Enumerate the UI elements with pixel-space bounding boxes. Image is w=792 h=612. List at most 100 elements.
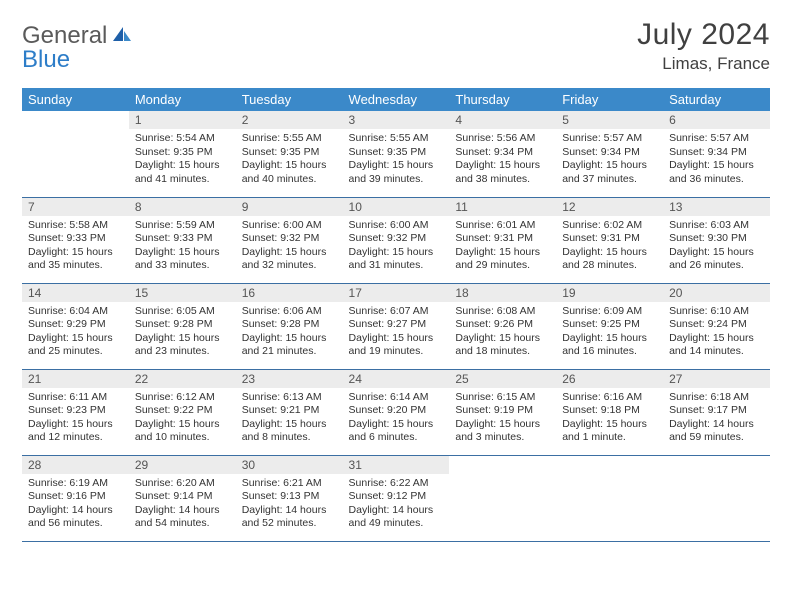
daylight-text: Daylight: 14 hours and 59 minutes. <box>669 418 764 445</box>
sunset-text: Sunset: 9:35 PM <box>349 146 444 160</box>
sunrise-text: Sunrise: 6:16 AM <box>562 391 657 405</box>
day-number: 29 <box>129 456 236 474</box>
calendar-cell: 2Sunrise: 5:55 AMSunset: 9:35 PMDaylight… <box>236 111 343 197</box>
sunset-text: Sunset: 9:28 PM <box>135 318 230 332</box>
day-number: 21 <box>22 370 129 388</box>
daylight-text: Daylight: 15 hours and 12 minutes. <box>28 418 123 445</box>
day-number: 8 <box>129 198 236 216</box>
calendar-head: SundayMondayTuesdayWednesdayThursdayFrid… <box>22 88 770 111</box>
weekday-header: Friday <box>556 88 663 111</box>
sunset-text: Sunset: 9:31 PM <box>562 232 657 246</box>
weekday-header: Sunday <box>22 88 129 111</box>
daylight-text: Daylight: 15 hours and 1 minute. <box>562 418 657 445</box>
day-data: Sunrise: 6:00 AMSunset: 9:32 PMDaylight:… <box>343 216 450 278</box>
day-number: 18 <box>449 284 556 302</box>
day-number: 5 <box>556 111 663 129</box>
daylight-text: Daylight: 15 hours and 19 minutes. <box>349 332 444 359</box>
sunset-text: Sunset: 9:34 PM <box>562 146 657 160</box>
day-data: Sunrise: 6:19 AMSunset: 9:16 PMDaylight:… <box>22 474 129 536</box>
calendar-cell: 16Sunrise: 6:06 AMSunset: 9:28 PMDayligh… <box>236 283 343 369</box>
sunset-text: Sunset: 9:34 PM <box>669 146 764 160</box>
sunset-text: Sunset: 9:32 PM <box>349 232 444 246</box>
day-number: 4 <box>449 111 556 129</box>
day-number: 28 <box>22 456 129 474</box>
day-data: Sunrise: 5:57 AMSunset: 9:34 PMDaylight:… <box>556 129 663 191</box>
day-number: 26 <box>556 370 663 388</box>
calendar-cell: 7Sunrise: 5:58 AMSunset: 9:33 PMDaylight… <box>22 197 129 283</box>
sunset-text: Sunset: 9:35 PM <box>135 146 230 160</box>
calendar-cell: 21Sunrise: 6:11 AMSunset: 9:23 PMDayligh… <box>22 369 129 455</box>
sunrise-text: Sunrise: 6:03 AM <box>669 219 764 233</box>
daylight-text: Daylight: 15 hours and 32 minutes. <box>242 246 337 273</box>
sunset-text: Sunset: 9:27 PM <box>349 318 444 332</box>
sunrise-text: Sunrise: 6:13 AM <box>242 391 337 405</box>
sunrise-text: Sunrise: 5:55 AM <box>242 132 337 146</box>
calendar-cell: 13Sunrise: 6:03 AMSunset: 9:30 PMDayligh… <box>663 197 770 283</box>
month-title: July 2024 <box>637 18 770 52</box>
sunrise-text: Sunrise: 6:00 AM <box>242 219 337 233</box>
day-data: Sunrise: 6:15 AMSunset: 9:19 PMDaylight:… <box>449 388 556 450</box>
sunrise-text: Sunrise: 6:12 AM <box>135 391 230 405</box>
sunset-text: Sunset: 9:22 PM <box>135 404 230 418</box>
calendar-row: 21Sunrise: 6:11 AMSunset: 9:23 PMDayligh… <box>22 369 770 455</box>
daylight-text: Daylight: 15 hours and 14 minutes. <box>669 332 764 359</box>
daylight-text: Daylight: 14 hours and 52 minutes. <box>242 504 337 531</box>
day-number: 24 <box>343 370 450 388</box>
sunset-text: Sunset: 9:33 PM <box>135 232 230 246</box>
calendar-cell: 10Sunrise: 6:00 AMSunset: 9:32 PMDayligh… <box>343 197 450 283</box>
day-data: Sunrise: 6:00 AMSunset: 9:32 PMDaylight:… <box>236 216 343 278</box>
daylight-text: Daylight: 15 hours and 21 minutes. <box>242 332 337 359</box>
calendar-cell: 31Sunrise: 6:22 AMSunset: 9:12 PMDayligh… <box>343 455 450 541</box>
sunrise-text: Sunrise: 5:56 AM <box>455 132 550 146</box>
day-data: Sunrise: 6:10 AMSunset: 9:24 PMDaylight:… <box>663 302 770 364</box>
calendar-row: 14Sunrise: 6:04 AMSunset: 9:29 PMDayligh… <box>22 283 770 369</box>
calendar-cell: 29Sunrise: 6:20 AMSunset: 9:14 PMDayligh… <box>129 455 236 541</box>
day-data: Sunrise: 6:05 AMSunset: 9:28 PMDaylight:… <box>129 302 236 364</box>
calendar-row: 7Sunrise: 5:58 AMSunset: 9:33 PMDaylight… <box>22 197 770 283</box>
day-number: 22 <box>129 370 236 388</box>
day-number: 12 <box>556 198 663 216</box>
calendar-cell: 23Sunrise: 6:13 AMSunset: 9:21 PMDayligh… <box>236 369 343 455</box>
sunrise-text: Sunrise: 6:22 AM <box>349 477 444 491</box>
sunset-text: Sunset: 9:35 PM <box>242 146 337 160</box>
calendar-cell: 12Sunrise: 6:02 AMSunset: 9:31 PMDayligh… <box>556 197 663 283</box>
sunset-text: Sunset: 9:32 PM <box>242 232 337 246</box>
daylight-text: Daylight: 15 hours and 31 minutes. <box>349 246 444 273</box>
daylight-text: Daylight: 14 hours and 54 minutes. <box>135 504 230 531</box>
calendar-body: 1Sunrise: 5:54 AMSunset: 9:35 PMDaylight… <box>22 111 770 541</box>
daylight-text: Daylight: 15 hours and 28 minutes. <box>562 246 657 273</box>
sunset-text: Sunset: 9:33 PM <box>28 232 123 246</box>
day-number: 9 <box>236 198 343 216</box>
day-number: 30 <box>236 456 343 474</box>
logo-word2: Blue <box>22 46 70 73</box>
daylight-text: Daylight: 15 hours and 6 minutes. <box>349 418 444 445</box>
sunset-text: Sunset: 9:14 PM <box>135 490 230 504</box>
sunset-text: Sunset: 9:17 PM <box>669 404 764 418</box>
sunrise-text: Sunrise: 6:18 AM <box>669 391 764 405</box>
day-number: 25 <box>449 370 556 388</box>
daylight-text: Daylight: 15 hours and 25 minutes. <box>28 332 123 359</box>
sunset-text: Sunset: 9:24 PM <box>669 318 764 332</box>
calendar-cell: 15Sunrise: 6:05 AMSunset: 9:28 PMDayligh… <box>129 283 236 369</box>
calendar-cell: 3Sunrise: 5:55 AMSunset: 9:35 PMDaylight… <box>343 111 450 197</box>
calendar-table: SundayMondayTuesdayWednesdayThursdayFrid… <box>22 88 770 542</box>
day-data: Sunrise: 6:21 AMSunset: 9:13 PMDaylight:… <box>236 474 343 536</box>
day-data: Sunrise: 6:20 AMSunset: 9:14 PMDaylight:… <box>129 474 236 536</box>
sunrise-text: Sunrise: 6:19 AM <box>28 477 123 491</box>
day-data: Sunrise: 6:09 AMSunset: 9:25 PMDaylight:… <box>556 302 663 364</box>
title-block: July 2024 Limas, France <box>637 18 770 74</box>
day-number: 23 <box>236 370 343 388</box>
weekday-header: Thursday <box>449 88 556 111</box>
sunrise-text: Sunrise: 6:01 AM <box>455 219 550 233</box>
day-number: 1 <box>129 111 236 129</box>
sunrise-text: Sunrise: 6:07 AM <box>349 305 444 319</box>
day-number: 7 <box>22 198 129 216</box>
day-data: Sunrise: 6:13 AMSunset: 9:21 PMDaylight:… <box>236 388 343 450</box>
sunset-text: Sunset: 9:16 PM <box>28 490 123 504</box>
day-number: 2 <box>236 111 343 129</box>
sunrise-text: Sunrise: 6:02 AM <box>562 219 657 233</box>
logo-text: General Blue <box>22 24 133 72</box>
day-data: Sunrise: 6:02 AMSunset: 9:31 PMDaylight:… <box>556 216 663 278</box>
sunset-text: Sunset: 9:23 PM <box>28 404 123 418</box>
daylight-text: Daylight: 15 hours and 35 minutes. <box>28 246 123 273</box>
